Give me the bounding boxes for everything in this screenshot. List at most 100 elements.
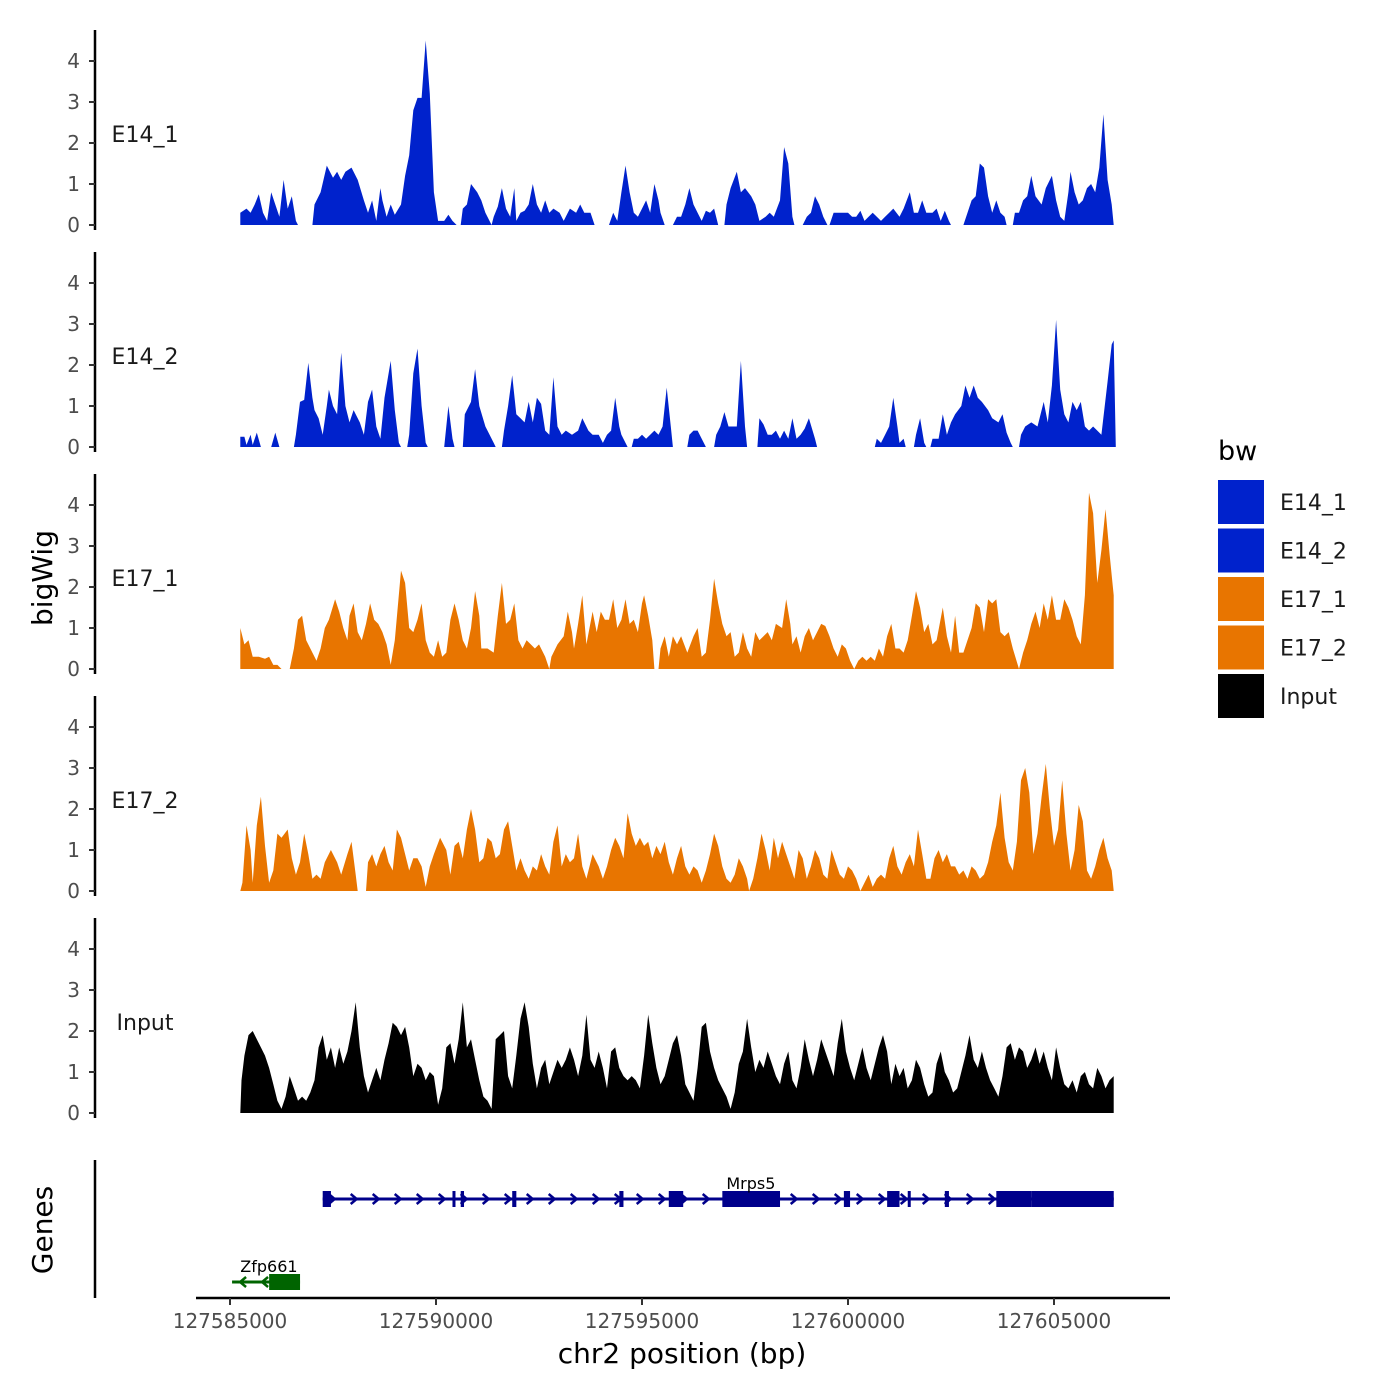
strand-arrow-Mrps5 (393, 1193, 403, 1205)
strand-arrow-Mrps5 (833, 1193, 843, 1205)
legend-swatch-E14_1 (1218, 480, 1264, 524)
x-tick-label-127600000: 127600000 (791, 1309, 906, 1333)
y-tick-label-E17_1-3: 3 (67, 534, 80, 558)
exon-Mrps5-12 (1031, 1191, 1114, 1207)
strand-arrow-Mrps5 (657, 1193, 667, 1205)
y-tick-label-E14_1-3: 3 (67, 90, 80, 114)
exon-Mrps5-10 (944, 1191, 949, 1207)
strand-arrow-Mrps5 (965, 1193, 975, 1205)
y-tick-label-E17_1-0: 0 (67, 657, 80, 681)
gene-label-Mrps5: Mrps5 (726, 1174, 775, 1193)
legend-title: bw (1218, 436, 1257, 467)
strand-arrow-Mrps5 (591, 1193, 601, 1205)
x-tick-label-127605000: 127605000 (997, 1309, 1112, 1333)
strand-arrow-Mrps5 (877, 1193, 887, 1205)
y-tick-label-E17_1-1: 1 (67, 616, 80, 640)
strand-arrow-Mrps5 (503, 1193, 513, 1205)
y-tick-label-E17_2-3: 3 (67, 756, 80, 780)
track-label-Input: Input (117, 1011, 174, 1036)
area-E17_2 (240, 763, 1114, 891)
track-label-E14_2: E14_2 (112, 345, 179, 370)
track-label-E14_1: E14_1 (112, 123, 179, 148)
exon-Mrps5-7 (843, 1191, 851, 1207)
track-E17_2: 0 1 2 3 4 E17_2 (67, 696, 1114, 903)
exon-Mrps5-11 (996, 1191, 1032, 1207)
y-tick-label-E14_2-2: 2 (67, 353, 80, 377)
x-axis: 127585000 127590000 127595000 127600000 1276… (173, 1296, 1170, 1333)
strand-arrow-Mrps5 (371, 1193, 381, 1205)
legend-label-E17_2: E17_2 (1280, 637, 1347, 662)
strand-arrow-Mrps5 (921, 1193, 931, 1205)
y-tick-label-E14_2-1: 1 (67, 394, 80, 418)
strand-arrow-Mrps5 (789, 1193, 799, 1205)
strand-arrow-Mrps5 (855, 1193, 865, 1205)
legend-label-Input: Input (1280, 685, 1337, 710)
area-E17_1 (240, 492, 1114, 669)
exon-Mrps5-1 (452, 1191, 456, 1207)
x-tick-label-127595000: 127595000 (585, 1309, 700, 1333)
legend-swatch-Input (1218, 674, 1264, 718)
legend-swatch-E17_1 (1218, 577, 1264, 621)
y-tick-label-Input-4: 4 (67, 937, 80, 961)
legend-label-E14_2: E14_2 (1280, 540, 1347, 565)
x-tick-label-127590000: 127590000 (379, 1309, 494, 1333)
y-tick-label-E14_2-3: 3 (67, 312, 80, 336)
strand-arrow-Mrps5 (701, 1193, 711, 1205)
track-E17_1: 0 1 2 3 4 E17_1 (67, 474, 1114, 681)
strand-arrow-Mrps5 (987, 1193, 997, 1205)
track-E14_2: 0 1 2 3 4 E14_2 (67, 252, 1116, 459)
y-tick-label-E14_1-1: 1 (67, 172, 80, 196)
track-label-E17_1: E17_1 (112, 567, 179, 592)
legend-swatch-E17_2 (1218, 625, 1264, 670)
exon-Mrps5-5 (668, 1191, 684, 1207)
y-tick-label-E17_2-2: 2 (67, 797, 80, 821)
exon-Mrps5-6 (722, 1191, 781, 1207)
strand-arrow-Mrps5 (481, 1193, 491, 1205)
strand-arrow-Mrps5 (569, 1193, 579, 1205)
exon-Mrps5-9 (907, 1191, 911, 1207)
y-tick-label-E17_2-4: 4 (67, 715, 80, 739)
exon-Mrps5-8 (887, 1191, 900, 1207)
gene-label-Zfp661: Zfp661 (240, 1257, 297, 1276)
strand-arrow-Mrps5 (899, 1193, 909, 1205)
strand-arrow-Mrps5 (811, 1193, 821, 1205)
legend-swatch-E14_2 (1218, 528, 1264, 573)
exon-Mrps5-2 (460, 1191, 465, 1207)
legend: bw E14_1 E14_2 E17_1 E17_2 Input (1218, 436, 1347, 718)
gene-Zfp661: Zfp661 (232, 1257, 301, 1290)
genes-axis-title: Genes (26, 1186, 59, 1274)
y-tick-label-E17_1-2: 2 (67, 575, 80, 599)
strand-arrow-Mrps5 (525, 1193, 535, 1205)
y-tick-label-E14_2-4: 4 (67, 271, 80, 295)
track-Input: 0 1 2 3 4 Input (67, 918, 1114, 1125)
y-tick-label-E14_1-2: 2 (67, 131, 80, 155)
x-axis-title: chr2 position (bp) (558, 1337, 807, 1370)
strand-arrow-Mrps5 (349, 1193, 359, 1205)
exon-Zfp661-0 (269, 1274, 301, 1290)
y-tick-label-E14_1-0: 0 (67, 213, 80, 237)
strand-arrow-Mrps5 (415, 1193, 425, 1205)
legend-label-E17_1: E17_1 (1280, 588, 1347, 613)
legend-label-E14_1: E14_1 (1280, 491, 1347, 516)
exon-Mrps5-4 (619, 1191, 624, 1207)
strand-arrow-Mrps5 (437, 1193, 447, 1205)
strand-arrow-Zfp661 (238, 1276, 247, 1288)
strand-arrow-Zfp661 (260, 1276, 269, 1288)
strand-arrow-Mrps5 (635, 1193, 645, 1205)
track-label-E17_2: E17_2 (112, 789, 179, 814)
y-tick-label-E14_1-4: 4 (67, 49, 80, 73)
y-tick-label-Input-0: 0 (67, 1101, 80, 1125)
y-tick-label-E14_2-0: 0 (67, 435, 80, 459)
gene-Mrps5: Mrps5 (322, 1174, 1114, 1207)
area-E14_2 (240, 319, 1116, 447)
y-tick-label-Input-2: 2 (67, 1019, 80, 1043)
track-E14_1: 0 1 2 3 4 E14_1 (67, 30, 1114, 237)
gene-track: Mrps5 Zfp661 (93, 1160, 1114, 1298)
area-E14_1 (240, 40, 1114, 225)
y-tick-label-E17_2-1: 1 (67, 838, 80, 862)
signal-tracks: 0 1 2 3 4 E14_1 0 1 2 3 4 E14_2 0 1 2 3 4 E17_1 0 1 2 3 4 E17_2… (67, 30, 1116, 1125)
y-tick-label-Input-3: 3 (67, 978, 80, 1002)
exon-Mrps5-3 (512, 1191, 517, 1207)
y-tick-label-E17_1-4: 4 (67, 493, 80, 517)
